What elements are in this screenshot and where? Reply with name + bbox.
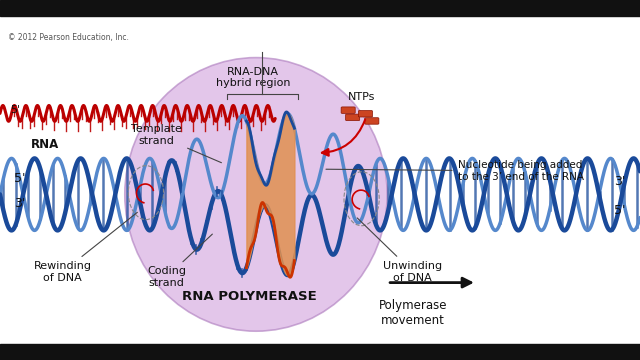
Text: RNA POLYMERASE: RNA POLYMERASE xyxy=(182,291,317,303)
Text: 5': 5' xyxy=(10,105,20,115)
Text: RNA-DNA
hybrid region: RNA-DNA hybrid region xyxy=(216,67,290,88)
Text: RNA: RNA xyxy=(31,138,59,150)
FancyBboxPatch shape xyxy=(341,107,355,113)
FancyBboxPatch shape xyxy=(365,118,379,124)
Text: Coding
strand: Coding strand xyxy=(147,234,212,288)
Text: Rewinding
of DNA: Rewinding of DNA xyxy=(34,212,138,283)
FancyBboxPatch shape xyxy=(346,114,360,121)
Bar xyxy=(0,0,640,16)
Text: NTPs: NTPs xyxy=(348,92,375,102)
Text: Nucleotide being added
to the 3’ end of the RNA: Nucleotide being added to the 3’ end of … xyxy=(326,160,584,182)
Text: 3': 3' xyxy=(614,175,626,188)
Text: © 2012 Pearson Education, Inc.: © 2012 Pearson Education, Inc. xyxy=(8,33,129,42)
Text: 5': 5' xyxy=(14,172,26,185)
Text: Unwinding
of DNA: Unwinding of DNA xyxy=(357,218,442,283)
FancyBboxPatch shape xyxy=(358,111,372,117)
Text: 3': 3' xyxy=(14,197,26,210)
Ellipse shape xyxy=(125,58,387,331)
Text: 5': 5' xyxy=(614,204,626,217)
Bar xyxy=(0,344,640,360)
Text: Template
strand: Template strand xyxy=(131,124,221,163)
Text: Polymerase
movement: Polymerase movement xyxy=(378,299,447,327)
